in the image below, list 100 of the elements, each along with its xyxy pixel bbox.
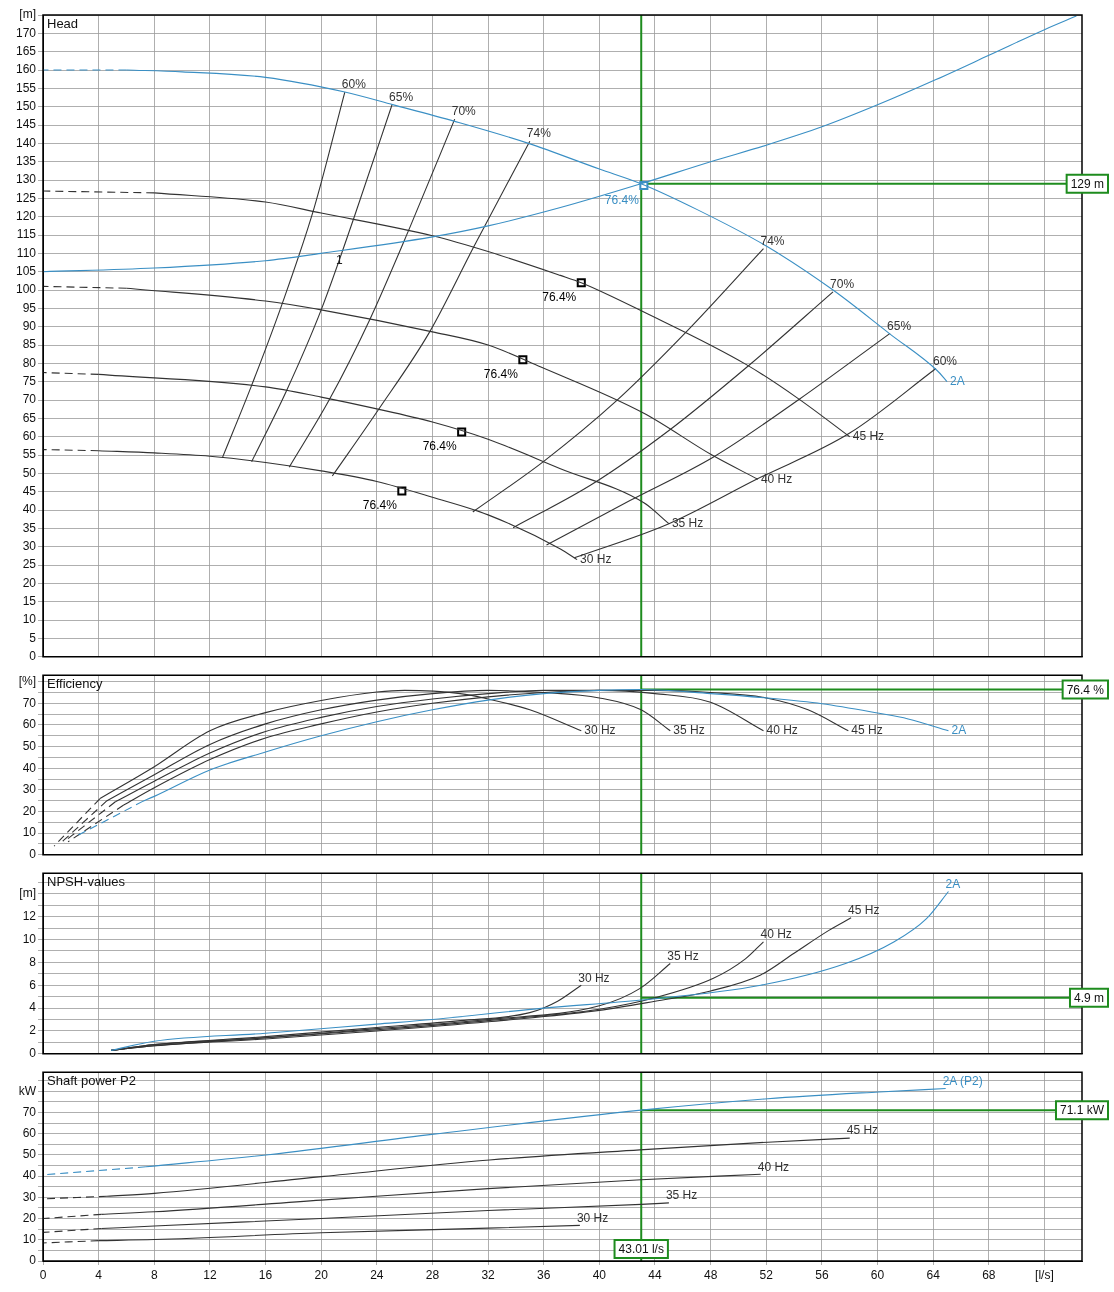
y-tick-label: 60 xyxy=(22,429,37,444)
x-tick-label: 8 xyxy=(150,1267,158,1282)
chart-title: NPSH-values xyxy=(47,874,126,890)
y-tick-label: 20 xyxy=(22,1210,37,1225)
y-tick-label: 30 xyxy=(22,539,37,554)
series-label: 2A xyxy=(945,876,961,891)
series-label: 40 Hz xyxy=(757,1159,790,1174)
y-tick-label: 140 xyxy=(15,135,37,150)
series-label: 74% xyxy=(760,233,785,248)
y-tick-label: 135 xyxy=(15,154,37,169)
y-tick-label: [m] xyxy=(19,7,36,22)
y-tick-label: 15 xyxy=(22,594,37,609)
x-tick-label: 20 xyxy=(314,1267,329,1282)
x-tick-label: 32 xyxy=(481,1267,496,1282)
ref-line-label: 43.01 l/s xyxy=(618,1242,664,1257)
y-tick-label: 10 xyxy=(22,612,37,627)
chart-title: Head xyxy=(47,16,79,32)
series-label: 35 Hz xyxy=(665,1188,698,1203)
annotation: 76.4% xyxy=(362,498,398,513)
chart-title: Efficiency xyxy=(47,676,103,692)
annotation: 76.4% xyxy=(604,192,640,207)
y-tick-label: 10 xyxy=(22,931,37,946)
series-label: 30 Hz xyxy=(578,970,610,985)
series-label: 45 Hz xyxy=(848,903,880,918)
x-tick-label: [l/s] xyxy=(1035,1267,1054,1282)
y-tick-label: 105 xyxy=(15,264,37,279)
y-tick-label: 165 xyxy=(15,43,37,58)
y-tick-label: 20 xyxy=(22,575,37,590)
y-tick-label: 12 xyxy=(22,908,37,923)
y-tick-label: 35 xyxy=(22,520,37,535)
y-tick-label: 0 xyxy=(29,847,37,862)
y-tick-label: 10 xyxy=(22,1232,37,1247)
y-tick-label: 25 xyxy=(22,557,37,572)
y-tick-label: 0 xyxy=(29,649,37,664)
series-label: 70% xyxy=(830,277,855,292)
y-tick-label: 95 xyxy=(22,300,37,315)
series-label: 40 Hz xyxy=(760,927,792,942)
x-tick-label: 52 xyxy=(759,1267,774,1282)
y-tick-label: 40 xyxy=(22,1168,37,1183)
series-label: 30 Hz xyxy=(584,723,616,738)
y-tick-label: 60 xyxy=(22,1126,37,1141)
y-tick-label: 120 xyxy=(15,209,37,224)
annotation: 76.4% xyxy=(483,367,519,382)
y-tick-label: 70 xyxy=(22,1104,37,1119)
y-tick-label: 5 xyxy=(29,630,37,645)
ref-line-label: 76.4 % xyxy=(1066,682,1105,697)
y-tick-label: 110 xyxy=(16,245,37,260)
series-label: 2A (P2) xyxy=(942,1073,983,1088)
series-label: 35 Hz xyxy=(667,948,699,963)
series-label: 35 Hz xyxy=(671,515,704,530)
series-label: 65% xyxy=(887,318,912,333)
x-tick-label: 40 xyxy=(592,1267,607,1282)
x-tick-label: 36 xyxy=(537,1267,551,1282)
series-label: 65% xyxy=(389,89,414,104)
series-label: 60% xyxy=(341,77,367,92)
y-tick-label: 40 xyxy=(22,760,37,775)
series-label: 74% xyxy=(526,126,552,141)
y-tick-label: [m] xyxy=(19,886,36,901)
series-label: 35 Hz xyxy=(673,723,705,738)
x-tick-label: 24 xyxy=(370,1267,384,1282)
y-tick-label: 90 xyxy=(22,319,37,334)
series-label: 30 Hz xyxy=(576,1210,609,1225)
x-tick-label: 44 xyxy=(648,1267,662,1282)
series-label: 60% xyxy=(932,353,958,368)
y-tick-label: 6 xyxy=(29,977,37,992)
y-tick-label: 155 xyxy=(15,80,37,95)
x-tick-label: 56 xyxy=(815,1267,829,1282)
series-label: 40 Hz xyxy=(760,471,793,486)
series-label: 70% xyxy=(451,104,477,119)
y-tick-label: 145 xyxy=(15,117,37,132)
y-tick-label: 65 xyxy=(22,410,37,425)
y-tick-label: 115 xyxy=(16,227,37,242)
series-label: 2A xyxy=(951,723,967,738)
chart-title: Shaft power P2 xyxy=(47,1073,136,1089)
x-tick-label: 0 xyxy=(39,1267,47,1282)
y-tick-label: 0 xyxy=(29,1046,37,1061)
annotation: 1 xyxy=(335,253,343,268)
y-tick-label: 125 xyxy=(15,190,37,205)
y-tick-label: 50 xyxy=(22,1147,37,1162)
y-tick-label: 55 xyxy=(22,447,37,462)
y-tick-label: 80 xyxy=(22,355,37,370)
x-tick-label: 4 xyxy=(95,1267,103,1282)
y-tick-label: 70 xyxy=(22,695,37,710)
series-label: 45 Hz xyxy=(852,429,885,444)
y-tick-label: 50 xyxy=(22,738,37,753)
y-tick-label: 2 xyxy=(29,1023,37,1038)
x-tick-label: 64 xyxy=(926,1267,941,1282)
series-label: 2A xyxy=(950,374,965,389)
y-tick-label: 45 xyxy=(22,484,37,499)
y-tick-label: kW xyxy=(18,1083,37,1098)
y-tick-label: 170 xyxy=(15,25,37,40)
ref-line-label: 71.1 kW xyxy=(1059,1103,1105,1118)
y-tick-label: [%] xyxy=(18,674,36,688)
y-tick-label: 30 xyxy=(22,1189,37,1204)
ref-line-label: 4.9 m xyxy=(1073,991,1104,1006)
x-tick-label: 60 xyxy=(870,1267,885,1282)
y-tick-label: 150 xyxy=(15,99,37,113)
x-tick-label: 28 xyxy=(425,1267,440,1282)
y-tick-label: 8 xyxy=(29,954,37,969)
y-tick-label: 85 xyxy=(22,337,37,352)
